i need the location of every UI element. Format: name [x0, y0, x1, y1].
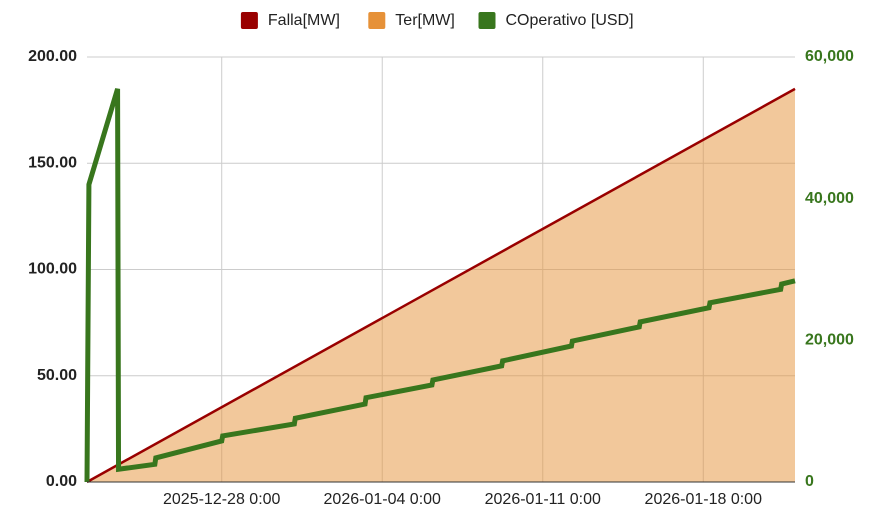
line	[86, 87, 796, 484]
legend-label: COperativo [USD]	[506, 12, 634, 29]
y-tick-label: 150.00	[28, 154, 77, 171]
legend-swatch	[368, 12, 386, 29]
y-tick-label: 50.00	[37, 367, 77, 384]
x-tick-label: 2025-12-28 0:00	[163, 491, 281, 508]
x-tick-label: 2026-01-04 0:00	[324, 491, 442, 508]
y2-tick-label: 0	[805, 473, 814, 490]
y2-tick-label: 20,000	[805, 332, 854, 349]
line	[84, 88, 796, 483]
y2-tick-label: 40,000	[805, 190, 854, 207]
y2-tick-label: 60,000	[805, 48, 854, 65]
y-tick-label: 100.00	[28, 261, 77, 278]
x-tick-label: 2026-01-11 0:00	[485, 491, 601, 508]
legend-label: Ter[MW]	[395, 12, 455, 29]
y-tick-label: 0.00	[46, 473, 77, 490]
x-tick-label: 2026-01-18 0:00	[645, 491, 763, 508]
y-tick-label: 200.00	[28, 48, 77, 65]
legend-swatch	[240, 12, 258, 29]
legend-swatch	[478, 12, 496, 29]
legend-label: Falla[MW]	[268, 12, 340, 29]
